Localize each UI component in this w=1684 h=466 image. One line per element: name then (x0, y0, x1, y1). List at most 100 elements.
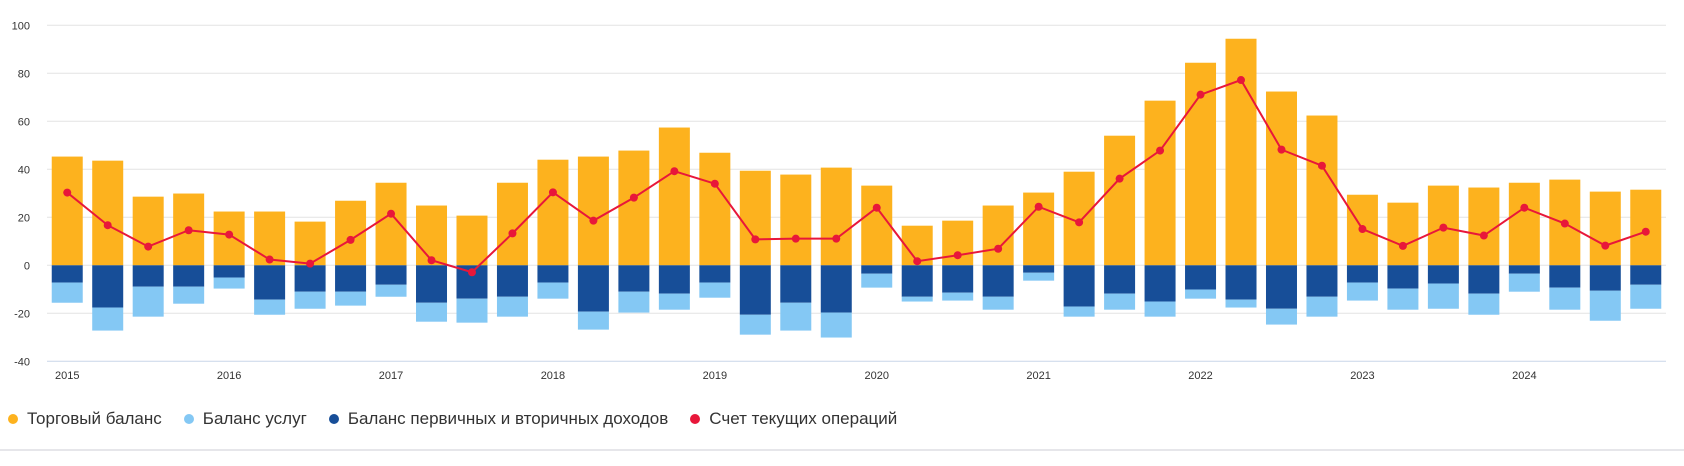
current-account-point (1601, 241, 1610, 250)
y-tick-label: 20 (18, 212, 30, 224)
bars (51, 38, 1662, 338)
x-tick-label: 2020 (864, 370, 888, 382)
bar-income-balance (1549, 265, 1581, 288)
bar-services-balance (213, 277, 245, 289)
legend-marker (328, 414, 339, 424)
legend-item-current-account[interactable]: Счет текущих операций (690, 409, 897, 429)
bar-income-balance (1630, 265, 1662, 285)
legend-item-income-balance[interactable]: Баланс первичных и вторичных доходов (328, 409, 669, 429)
legend-label: Торговый баланс (27, 409, 162, 428)
bar-services-balance (254, 299, 286, 315)
bar-services-balance (1063, 306, 1095, 317)
legend-item-services-balance[interactable]: Баланс услуг (183, 409, 307, 429)
bar-trade-balance (618, 150, 650, 266)
bar-trade-balance (456, 215, 488, 266)
current-account-point (1115, 174, 1124, 183)
current-account-point (953, 251, 962, 260)
bar-services-balance (51, 282, 83, 303)
bar-income-balance (496, 265, 528, 297)
bar-trade-balance (739, 170, 771, 266)
bar-trade-balance (416, 205, 448, 266)
bar-income-balance (294, 265, 326, 292)
x-tick-label: 2019 (703, 370, 727, 382)
current-account-line-path (66, 78, 1647, 274)
bar-trade-balance (537, 159, 569, 266)
legend-label: Баланс первичных и вторичных доходов (347, 409, 669, 428)
current-account-point (1520, 203, 1529, 212)
legend-item-trade-balance[interactable]: Торговый баланс (8, 409, 162, 429)
bar-income-balance (537, 265, 569, 283)
current-account-point (1156, 146, 1165, 155)
bar-trade-balance (132, 196, 164, 266)
bar-services-balance (1265, 308, 1297, 325)
y-tick-label: 40 (18, 164, 30, 176)
bar-services-balance (92, 307, 124, 331)
bar-income-balance (739, 265, 771, 315)
current-account-point (629, 193, 638, 202)
current-account-point (1034, 202, 1043, 211)
current-account-point (1479, 231, 1488, 240)
bar-trade-balance (1508, 182, 1540, 266)
bar-income-balance (416, 265, 448, 303)
y-axis-ticks: -40 -20 0 20 40 60 80 100 (12, 20, 30, 368)
y-tick-label: -20 (14, 308, 30, 320)
x-tick-label: 2016 (217, 370, 241, 382)
bar-income-balance (1508, 265, 1540, 274)
bar-services-balance (820, 312, 852, 338)
current-account-point (1075, 218, 1084, 227)
current-account-point (1317, 161, 1326, 170)
current-account-point (387, 209, 396, 218)
x-tick-label: 2023 (1350, 370, 1374, 382)
bar-income-balance (1387, 265, 1419, 289)
x-tick-label: 2024 (1512, 370, 1536, 382)
current-account-point (184, 226, 193, 235)
bar-trade-balance (982, 205, 1014, 266)
y-tick-label: 60 (18, 116, 30, 128)
current-account-point (144, 242, 153, 251)
bar-income-balance (1346, 265, 1378, 283)
x-tick-label: 2021 (1026, 370, 1050, 382)
current-account-point (427, 256, 436, 265)
x-tick-label: 2015 (55, 370, 79, 382)
bar-services-balance (1508, 273, 1540, 292)
bar-trade-balance (1104, 135, 1136, 266)
current-account-point (1560, 219, 1569, 228)
bar-income-balance (901, 265, 933, 297)
bar-income-balance (618, 265, 650, 292)
bar-trade-balance (375, 182, 407, 266)
bar-services-balance (335, 291, 367, 306)
current-account-point (63, 188, 72, 197)
bar-income-balance (1225, 265, 1257, 300)
bar-trade-balance (780, 174, 812, 266)
legend-marker (8, 414, 18, 424)
current-account-point (1277, 145, 1286, 154)
bar-services-balance (1589, 290, 1621, 321)
bar-income-balance (1063, 265, 1095, 307)
bar-services-balance (739, 314, 771, 335)
bar-trade-balance (861, 185, 893, 266)
y-tick-label: -40 (14, 356, 30, 368)
current-account-point (913, 257, 922, 266)
bar-services-balance (942, 292, 974, 301)
bar-services-balance (294, 291, 326, 309)
current-account-point (872, 203, 881, 212)
bar-trade-balance (1265, 91, 1297, 266)
bar-trade-balance (1468, 187, 1500, 266)
bar-services-balance (658, 293, 690, 310)
bar-trade-balance (294, 221, 326, 266)
current-account-point (791, 234, 800, 243)
bar-services-balance (1306, 296, 1338, 317)
bar-services-balance (1387, 288, 1419, 310)
bar-services-balance (1225, 299, 1257, 308)
bar-services-balance (1185, 289, 1217, 299)
bar-income-balance (1427, 265, 1459, 284)
current-account-point (1439, 223, 1448, 232)
bar-income-balance (51, 265, 83, 283)
bar-income-balance (699, 265, 731, 283)
bar-trade-balance (1225, 38, 1257, 266)
bar-income-balance (1104, 265, 1136, 294)
bar-trade-balance (496, 182, 528, 266)
bar-services-balance (1023, 272, 1055, 281)
bar-trade-balance (658, 127, 690, 266)
